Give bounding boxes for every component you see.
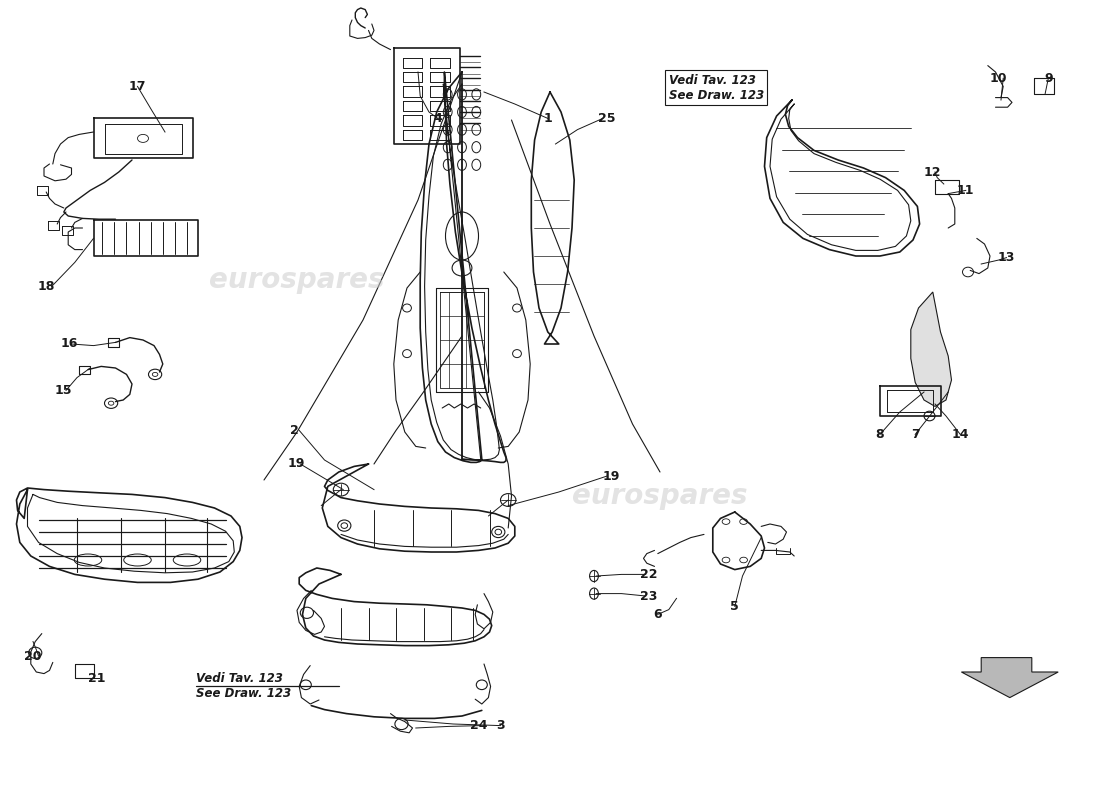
Polygon shape	[911, 292, 952, 406]
Text: eurospares: eurospares	[572, 482, 748, 510]
Text: 6: 6	[653, 608, 662, 621]
Text: 17: 17	[129, 80, 146, 93]
Text: eurospares: eurospares	[209, 266, 385, 294]
Text: 21: 21	[88, 672, 106, 685]
Text: 10: 10	[990, 72, 1008, 85]
Text: 7: 7	[911, 428, 920, 441]
Text: 15: 15	[55, 384, 73, 397]
Text: 4: 4	[433, 112, 442, 125]
Text: 12: 12	[924, 166, 942, 178]
Text: 3: 3	[496, 719, 505, 732]
Text: 13: 13	[998, 251, 1015, 264]
Text: 11: 11	[957, 184, 975, 197]
Text: 5: 5	[730, 600, 739, 613]
Text: 22: 22	[640, 568, 658, 581]
Text: 8: 8	[876, 428, 884, 441]
Text: 20: 20	[24, 650, 42, 662]
Text: 1: 1	[543, 112, 552, 125]
Text: 16: 16	[60, 338, 78, 350]
Text: 25: 25	[598, 112, 616, 125]
Text: Vedi Tav. 123
See Draw. 123: Vedi Tav. 123 See Draw. 123	[669, 74, 763, 102]
Text: 23: 23	[640, 590, 658, 602]
Text: 18: 18	[37, 280, 55, 293]
Text: 19: 19	[287, 458, 305, 470]
Text: 2: 2	[290, 424, 299, 437]
Text: Vedi Tav. 123
See Draw. 123: Vedi Tav. 123 See Draw. 123	[196, 672, 290, 700]
Text: 14: 14	[952, 428, 969, 441]
Text: 24: 24	[470, 719, 487, 732]
Text: 19: 19	[603, 470, 620, 482]
Text: 9: 9	[1044, 72, 1053, 85]
Polygon shape	[961, 658, 1058, 698]
